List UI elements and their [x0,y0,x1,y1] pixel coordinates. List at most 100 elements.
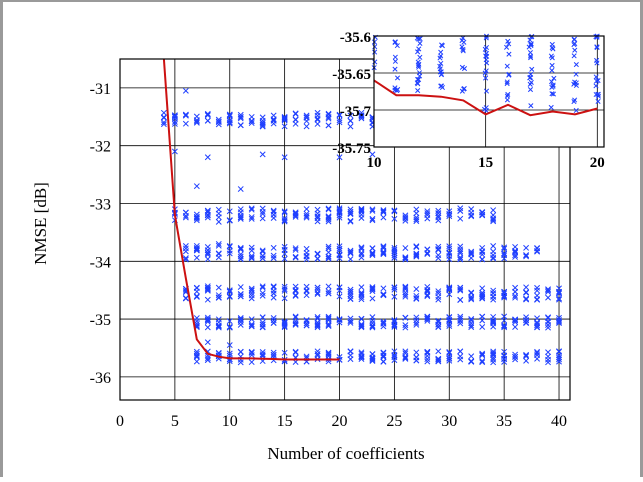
scatter-point [204,314,211,321]
scatter-point [270,315,277,321]
scatter-point [259,247,266,254]
scatter-point [237,115,244,122]
scatter-point [501,356,508,363]
scatter-point [226,350,233,357]
scatter-point [193,294,200,300]
scatter-point [292,287,299,293]
scatter-point [490,287,497,294]
scatter-point [314,348,321,355]
scatter-point [226,250,233,257]
inset-scatter-point [528,79,534,85]
scatter-point [325,317,332,324]
scatter-point [435,246,442,253]
scatter-point [490,351,497,358]
scatter-point [259,119,266,126]
scatter-point [424,315,431,322]
inset-scatter-point [415,76,421,82]
scatter-point [303,283,310,290]
scatter-point [501,323,508,330]
inset-scatter-point [392,39,398,45]
scatter-point [160,114,167,121]
scatter-point [325,349,332,356]
scatter-point [171,115,178,122]
inset-scatter-point [549,67,555,73]
scatter-point [204,214,211,221]
inset-scatter-point [593,74,599,80]
scatter-point [160,121,167,128]
scatter-point [237,186,244,192]
scatter-point [402,354,409,361]
scatter-point [248,316,255,323]
scatter-point [281,287,288,294]
scatter-point [215,294,222,301]
scatter-point [314,250,321,257]
scatter-point [270,290,277,297]
scatter-point [259,292,266,299]
scatter-point [369,351,376,358]
inset-scatter-point [549,84,555,90]
scatter-point [468,250,475,257]
scatter-point [358,109,365,116]
scatter-point [457,318,464,324]
scatter-point [380,320,387,327]
scatter-point [347,123,354,130]
scatter-point [325,288,332,295]
scatter-point [358,349,365,356]
scatter-point [446,349,453,356]
scatter-point [402,283,409,290]
scatter-point [369,317,376,324]
inset-scatter-point [415,49,421,55]
scatter-point [248,349,255,356]
scatter-point [347,211,354,218]
inset-scatter-point [417,54,423,60]
scatter-point [490,254,497,261]
scatter-point [325,216,332,223]
scatter-point [490,218,497,225]
inset-scatter-point [505,38,511,44]
scatter-point [336,245,343,252]
inset-min-curve [373,79,598,117]
inset-scatter-point [415,36,422,42]
inset-scatter-point [395,86,401,93]
scatter-point [468,248,475,255]
scatter-point [303,114,310,121]
scatter-point [468,295,475,302]
inset-scatter-point [416,70,423,76]
scatter-point [556,318,562,325]
scatter-point [281,324,288,331]
scatter-point [413,295,420,302]
scatter-point [248,205,255,212]
scatter-point [270,317,277,324]
inset-scatter-point [550,91,556,97]
scatter-point [347,348,354,355]
scatter-point [325,122,332,129]
scatter-point [490,243,497,249]
inset-scatter-point [394,43,400,49]
scatter-point [501,348,508,355]
scatter-point [303,252,310,259]
scatter-point [336,112,343,119]
scatter-point [380,291,387,298]
scatter-point [237,256,244,263]
scatter-point [479,358,486,364]
scatter-point [457,356,464,363]
scatter-point [292,211,299,217]
scatter-point [446,349,453,355]
scatter-point [248,287,255,294]
scatter-point [248,206,255,213]
scatter-point [380,353,387,359]
scatter-point [336,293,343,300]
scatter-point [358,289,365,296]
scatter-point [523,244,530,251]
scatter-point [193,293,200,300]
scatter-point [501,317,508,324]
x-tick-label: 35 [496,413,512,430]
scatter-point [468,293,475,300]
scatter-point [391,323,398,330]
scatter-point [259,208,266,215]
scatter-point [226,293,233,300]
scatter-point [226,117,233,124]
scatter-point [292,116,299,123]
inset-scatter-point [439,42,445,48]
scatter-point [215,218,222,225]
